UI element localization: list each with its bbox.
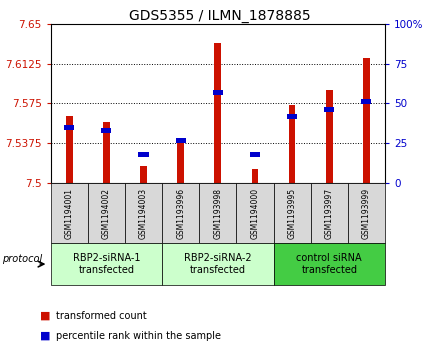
- Text: GSM1193999: GSM1193999: [362, 188, 371, 239]
- Text: GSM1194003: GSM1194003: [139, 188, 148, 239]
- Text: GSM1194001: GSM1194001: [65, 188, 73, 239]
- Bar: [101, 128, 111, 133]
- Text: GSM1193995: GSM1193995: [288, 188, 297, 239]
- Bar: [361, 99, 371, 104]
- Bar: [287, 114, 297, 119]
- Bar: [64, 125, 74, 130]
- Text: GSM1194000: GSM1194000: [250, 188, 260, 239]
- Text: GSM1193997: GSM1193997: [325, 188, 334, 239]
- Text: transformed count: transformed count: [56, 311, 147, 321]
- Text: ■: ■: [40, 311, 50, 321]
- Bar: [324, 107, 334, 112]
- Text: GSM1193996: GSM1193996: [176, 188, 185, 239]
- Bar: [289, 105, 295, 183]
- Bar: [177, 138, 184, 183]
- Text: RBP2-siRNA-1
transfected: RBP2-siRNA-1 transfected: [73, 253, 140, 275]
- Text: protocol: protocol: [2, 254, 42, 264]
- Text: GSM1194002: GSM1194002: [102, 188, 111, 239]
- Text: ■: ■: [40, 331, 50, 341]
- Bar: [252, 170, 258, 183]
- Bar: [139, 152, 149, 157]
- Text: GDS5355 / ILMN_1878885: GDS5355 / ILMN_1878885: [129, 9, 311, 23]
- Text: control siRNA
transfected: control siRNA transfected: [297, 253, 362, 275]
- Bar: [66, 116, 73, 183]
- Text: GSM1193998: GSM1193998: [213, 188, 222, 239]
- Text: percentile rank within the sample: percentile rank within the sample: [56, 331, 221, 341]
- Bar: [326, 90, 333, 183]
- Bar: [140, 166, 147, 183]
- Bar: [363, 58, 370, 183]
- Text: RBP2-siRNA-2
transfected: RBP2-siRNA-2 transfected: [184, 253, 252, 275]
- Bar: [214, 43, 221, 183]
- Bar: [250, 152, 260, 157]
- Bar: [213, 90, 223, 95]
- Bar: [176, 138, 186, 143]
- Bar: [103, 122, 110, 183]
